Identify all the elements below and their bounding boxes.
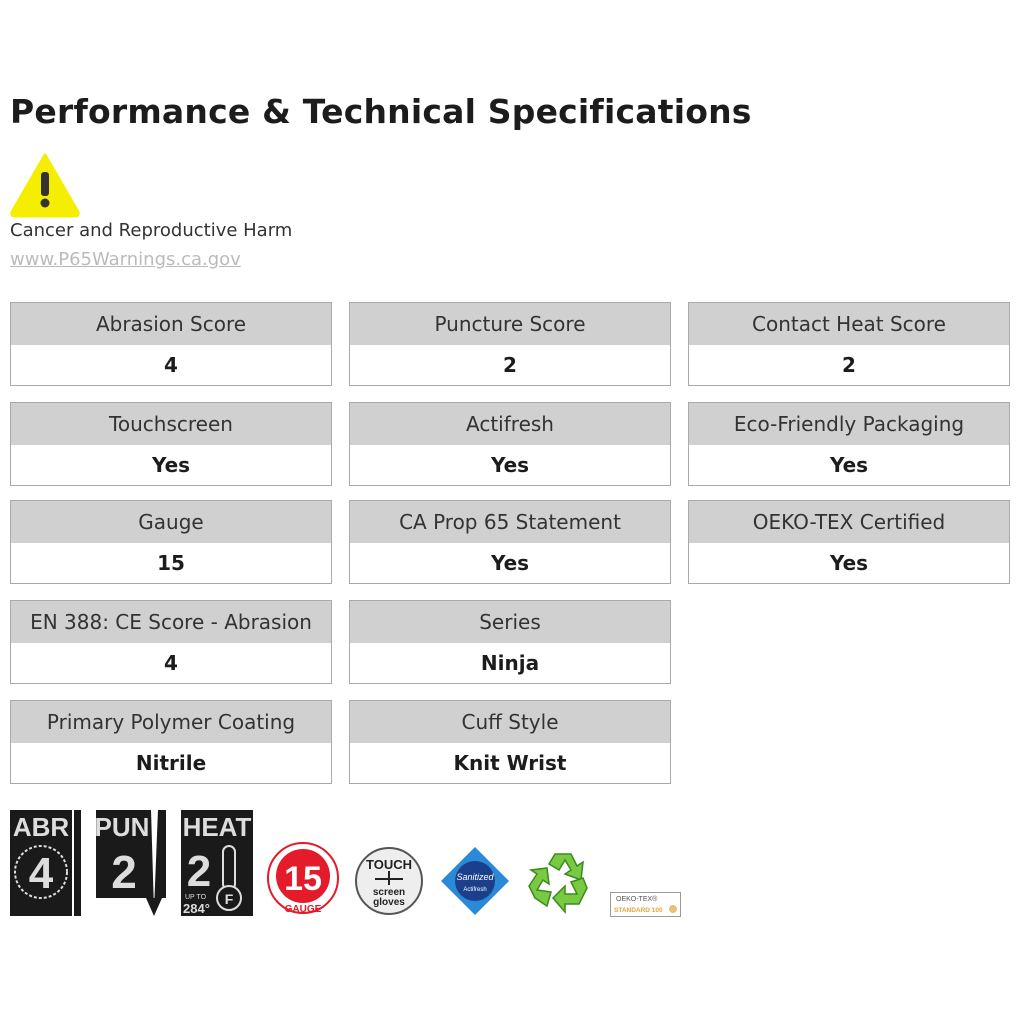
spec-card-gauge: Gauge 15: [10, 500, 332, 584]
spec-card-actifresh: Actifresh Yes: [349, 402, 671, 486]
warning-triangle-icon: [10, 153, 80, 218]
spec-card-primary-polymer-coating: Primary Polymer Coating Nitrile: [10, 700, 332, 784]
oeko-tex-badge-icon: OEKO-TEX® STANDARD 100: [610, 892, 681, 917]
p65-warnings-link[interactable]: www.P65Warnings.ca.gov: [10, 249, 241, 270]
spec-label: Gauge: [11, 501, 331, 543]
spec-card-touchscreen: Touchscreen Yes: [10, 402, 332, 486]
spec-value: 2: [503, 353, 517, 377]
page-title: Performance & Technical Specifications: [10, 92, 752, 131]
spec-value: Yes: [151, 453, 191, 477]
spec-value: 2: [842, 353, 856, 377]
heat-unit: F: [225, 891, 234, 907]
heat-value: 2: [187, 847, 211, 896]
abr-value: 4: [29, 849, 54, 898]
spec-label: OEKO-TEX Certified: [689, 501, 1009, 543]
spec-value: 15: [157, 551, 185, 575]
spec-label: Contact Heat Score: [689, 303, 1009, 345]
touch-l3: gloves: [373, 897, 405, 908]
spec-value: 4: [164, 353, 178, 377]
spec-card-en-388-ce-score-abrasion: EN 388: CE Score - Abrasion 4: [10, 600, 332, 684]
spec-value: Yes: [490, 551, 530, 575]
heat-sub2: 284°: [183, 901, 210, 916]
touchscreen-badge-icon: TOUCH screen gloves: [355, 847, 423, 915]
recycle-icon: [528, 853, 588, 915]
sanitized-l1: Sanitized: [456, 872, 494, 882]
heat-badge-icon: HEAT 2 F UP TO 284°: [181, 810, 253, 916]
spec-value: Nitrile: [135, 751, 207, 775]
abr-label: ABR: [13, 812, 70, 842]
touch-l2: screen: [373, 887, 405, 898]
oeko-l2: STANDARD 100: [614, 907, 663, 914]
abrasion-badge-icon: ABR 4: [10, 810, 81, 916]
gauge-value: 15: [284, 860, 322, 898]
gauge-badge-icon: 15 GAUGE: [267, 842, 339, 915]
spec-label: CA Prop 65 Statement: [350, 501, 670, 543]
gauge-label: GAUGE: [285, 904, 322, 915]
heat-label: HEAT: [183, 812, 252, 842]
spec-label: Eco-Friendly Packaging: [689, 403, 1009, 445]
warning-text: Cancer and Reproductive Harm: [10, 220, 293, 241]
spec-card-cuff-style: Cuff Style Knit Wrist: [349, 700, 671, 784]
spec-label: Actifresh: [350, 403, 670, 445]
spec-value: Ninja: [480, 651, 540, 675]
spec-value: 4: [164, 651, 178, 675]
touch-l1: TOUCH: [366, 857, 412, 872]
spec-label: EN 388: CE Score - Abrasion: [11, 601, 331, 643]
spec-card-oeko-tex-certified: OEKO-TEX Certified Yes: [688, 500, 1010, 584]
spec-card-ca-prop-65-statement: CA Prop 65 Statement Yes: [349, 500, 671, 584]
sanitized-badge-icon: Sanitized Actifresh: [441, 847, 509, 915]
sanitized-l2: Actifresh: [463, 887, 486, 893]
pun-value: 2: [111, 846, 137, 898]
spec-value: Knit Wrist: [453, 751, 567, 775]
spec-value: Yes: [829, 453, 869, 477]
spec-value: Yes: [490, 453, 530, 477]
puncture-badge-icon: PUN 2: [96, 810, 166, 916]
spec-card-contact-heat-score: Contact Heat Score 2: [688, 302, 1010, 386]
spec-card-puncture-score: Puncture Score 2: [349, 302, 671, 386]
oeko-l1: OEKO-TEX®: [616, 895, 658, 903]
spec-card-eco-friendly-packaging: Eco-Friendly Packaging Yes: [688, 402, 1010, 486]
heat-sub1: UP TO: [185, 894, 207, 901]
spec-value: Yes: [829, 551, 869, 575]
pun-label: PUN: [96, 812, 149, 842]
spec-card-abrasion-score: Abrasion Score 4: [10, 302, 332, 386]
spec-label: Abrasion Score: [11, 303, 331, 345]
spec-label: Cuff Style: [350, 701, 670, 743]
spec-label: Primary Polymer Coating: [11, 701, 331, 743]
spec-label: Puncture Score: [350, 303, 670, 345]
spec-label: Touchscreen: [11, 403, 331, 445]
spec-label: Series: [350, 601, 670, 643]
spec-card-series: Series Ninja: [349, 600, 671, 684]
